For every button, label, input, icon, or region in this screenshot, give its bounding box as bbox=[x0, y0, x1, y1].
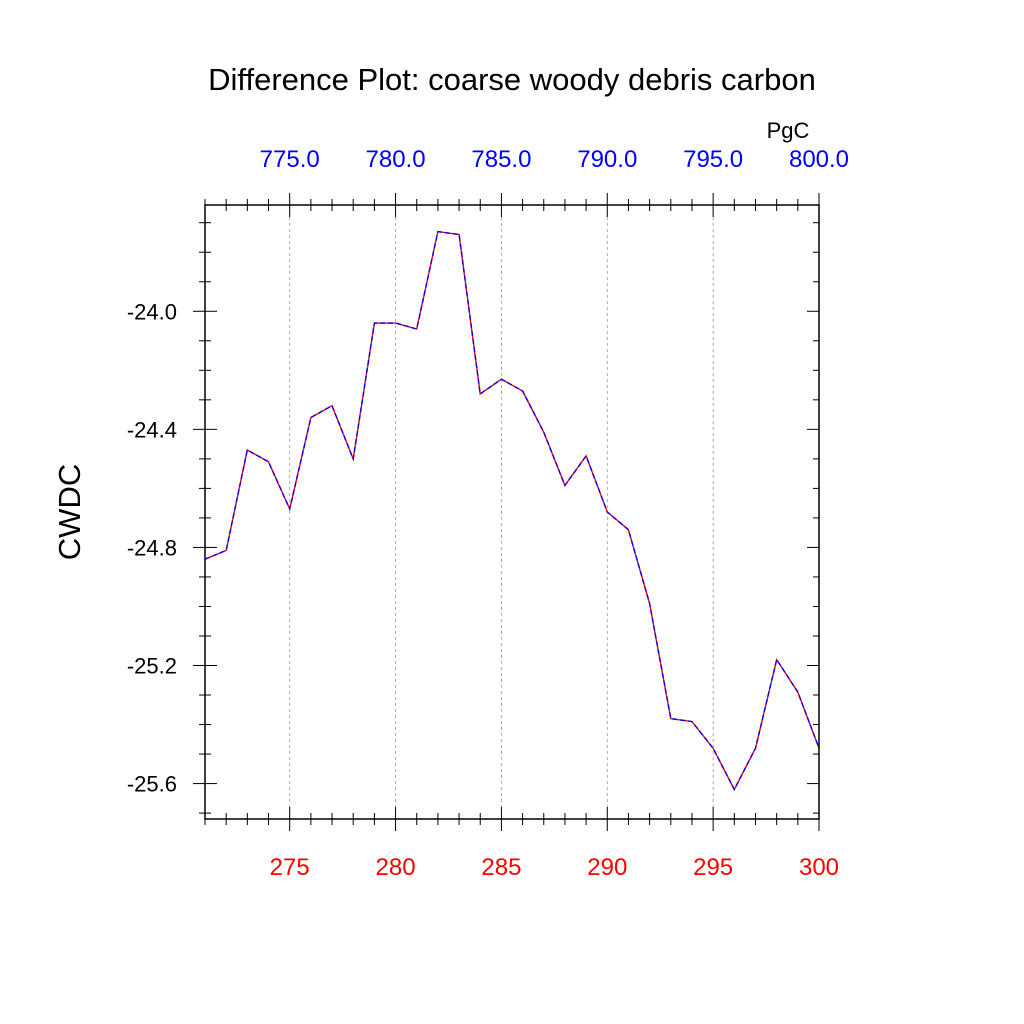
plot-frame bbox=[204, 204, 820, 820]
series-line-solid bbox=[204, 230, 820, 792]
top-tick-label: 795.0 bbox=[683, 146, 743, 173]
y-tick-label: -25.2 bbox=[127, 654, 177, 679]
top-tick-label: 780.0 bbox=[366, 146, 426, 173]
major-ticks bbox=[193, 193, 820, 831]
chart-title: Difference Plot: coarse woody debris car… bbox=[208, 62, 816, 97]
top-tick-label: 790.0 bbox=[577, 146, 637, 173]
y-tick-label: -24.4 bbox=[127, 417, 177, 442]
y-axis-label: CWDC bbox=[52, 464, 87, 560]
minor-ticks bbox=[199, 199, 819, 825]
grid-lines bbox=[289, 205, 714, 819]
top-tick-label: 775.0 bbox=[260, 146, 320, 173]
top-axis-unit: PgC bbox=[767, 118, 810, 143]
tick-labels: 275 280 285 290 295 300 775.0 780.0 785.0 790.0 79… bbox=[127, 146, 849, 881]
series-lines bbox=[204, 230, 820, 792]
x-tick-label: 295 bbox=[693, 854, 733, 881]
y-tick-label: -24.8 bbox=[127, 535, 177, 560]
x-tick-label: 280 bbox=[376, 854, 416, 881]
top-tick-label: 785.0 bbox=[471, 146, 531, 173]
x-tick-label: 290 bbox=[587, 854, 627, 881]
x-tick-label: 300 bbox=[799, 854, 839, 881]
y-tick-label: -24.0 bbox=[127, 299, 177, 324]
series-line-dashed bbox=[204, 230, 820, 792]
x-tick-label: 275 bbox=[270, 854, 310, 881]
top-tick-label: 800.0 bbox=[789, 146, 849, 173]
x-tick-label: 285 bbox=[481, 854, 521, 881]
y-tick-label: -25.6 bbox=[127, 772, 177, 797]
